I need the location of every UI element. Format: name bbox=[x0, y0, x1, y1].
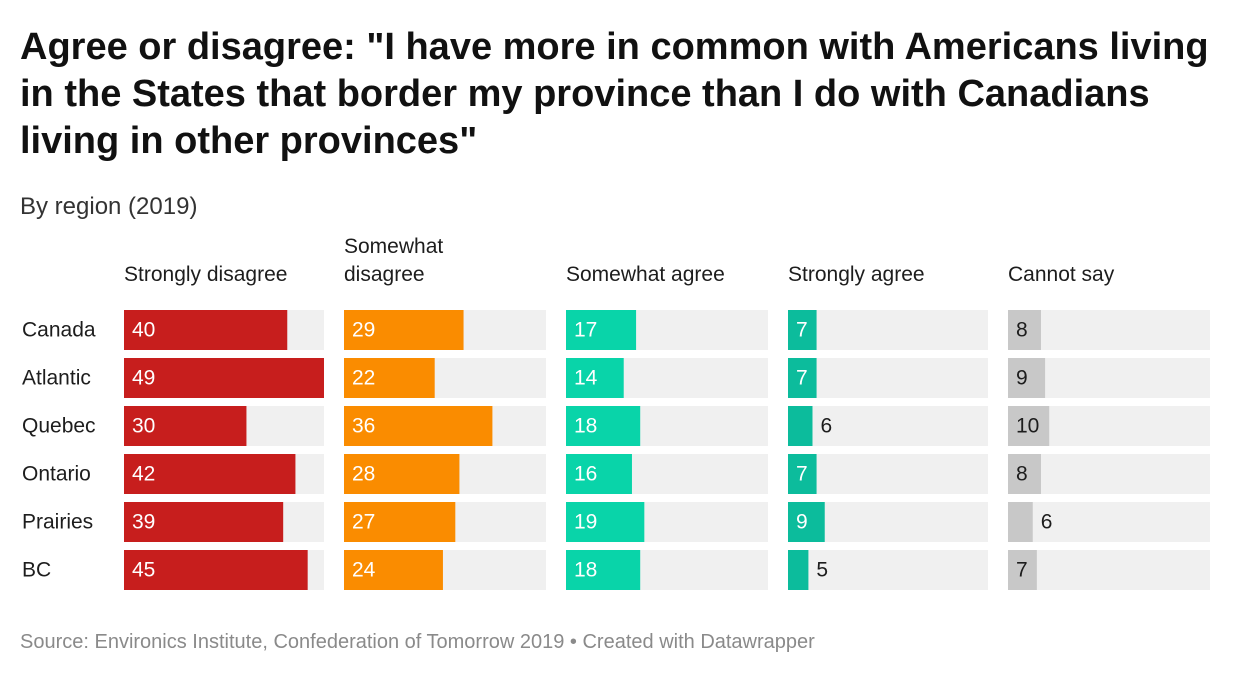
data-label-strongly-agree-atlantic: 7 bbox=[796, 367, 808, 390]
bar-somewhat-agree-bc bbox=[566, 550, 641, 590]
bar-somewhat-disagree-canada bbox=[344, 310, 464, 350]
bar-somewhat-agree-quebec bbox=[566, 406, 641, 446]
row-label-atlantic: Atlantic bbox=[22, 367, 91, 390]
data-label-strongly-agree-canada: 7 bbox=[796, 319, 808, 342]
data-label-strongly-disagree-bc: 45 bbox=[132, 559, 155, 582]
data-label-somewhat-disagree-quebec: 36 bbox=[352, 415, 375, 438]
row-label-bc: BC bbox=[22, 559, 51, 582]
data-label-cannot-say-bc: 7 bbox=[1016, 559, 1028, 582]
bar-track bbox=[788, 358, 988, 398]
bar-cannot-say-prairies bbox=[1008, 502, 1033, 542]
bar-track bbox=[1008, 502, 1210, 542]
data-label-cannot-say-quebec: 10 bbox=[1016, 415, 1039, 438]
bar-somewhat-agree-canada bbox=[566, 310, 637, 350]
bar-cannot-say-canada bbox=[1008, 310, 1041, 350]
bar-track bbox=[788, 310, 988, 350]
bar-cannot-say-bc bbox=[1008, 550, 1037, 590]
data-label-strongly-disagree-prairies: 39 bbox=[132, 511, 155, 534]
column-header-strongly-agree: Strongly agree bbox=[788, 263, 925, 286]
data-label-strongly-agree-quebec: 6 bbox=[820, 415, 832, 438]
bar-somewhat-disagree-bc bbox=[344, 550, 443, 590]
bar-strongly-agree-canada bbox=[788, 310, 817, 350]
bar-strongly-disagree-atlantic bbox=[124, 358, 324, 398]
bar-somewhat-agree-prairies bbox=[566, 502, 645, 542]
source-footer: Source: Environics Institute, Confederat… bbox=[20, 631, 815, 653]
data-label-strongly-agree-bc: 5 bbox=[816, 559, 828, 582]
data-label-somewhat-disagree-ontario: 28 bbox=[352, 463, 375, 486]
data-label-cannot-say-prairies: 6 bbox=[1041, 511, 1053, 534]
bar-strongly-disagree-ontario bbox=[124, 454, 296, 494]
bar-strongly-agree-quebec bbox=[788, 406, 813, 446]
chart-subtitle: By region (2019) bbox=[20, 193, 198, 220]
data-label-strongly-disagree-canada: 40 bbox=[132, 319, 155, 342]
bar-track bbox=[1008, 454, 1210, 494]
bar-strongly-disagree-quebec bbox=[124, 406, 247, 446]
bar-cannot-say-quebec bbox=[1008, 406, 1050, 446]
data-label-somewhat-agree-prairies: 19 bbox=[574, 511, 597, 534]
bar-strongly-disagree-canada bbox=[124, 310, 288, 350]
bar-track bbox=[1008, 550, 1210, 590]
column-header-somewhat-agree: Somewhat agree bbox=[566, 263, 725, 286]
bar-track bbox=[1008, 310, 1210, 350]
bar-somewhat-disagree-atlantic bbox=[344, 358, 435, 398]
data-label-somewhat-disagree-prairies: 27 bbox=[352, 511, 375, 534]
bar-somewhat-disagree-ontario bbox=[344, 454, 460, 494]
bar-strongly-agree-bc bbox=[788, 550, 809, 590]
data-label-cannot-say-canada: 8 bbox=[1016, 319, 1028, 342]
bar-somewhat-disagree-prairies bbox=[344, 502, 456, 542]
bar-cannot-say-ontario bbox=[1008, 454, 1041, 494]
bar-somewhat-agree-atlantic bbox=[566, 358, 624, 398]
data-label-somewhat-agree-atlantic: 14 bbox=[574, 367, 598, 390]
bar-strongly-agree-ontario bbox=[788, 454, 817, 494]
row-label-prairies: Prairies bbox=[22, 511, 93, 534]
data-label-strongly-agree-prairies: 9 bbox=[796, 511, 808, 534]
data-label-cannot-say-atlantic: 9 bbox=[1016, 367, 1028, 390]
data-label-strongly-disagree-quebec: 30 bbox=[132, 415, 155, 438]
data-label-strongly-disagree-ontario: 42 bbox=[132, 463, 155, 486]
data-label-strongly-agree-ontario: 7 bbox=[796, 463, 808, 486]
data-label-cannot-say-ontario: 8 bbox=[1016, 463, 1028, 486]
bar-somewhat-agree-ontario bbox=[566, 454, 632, 494]
data-label-somewhat-agree-ontario: 16 bbox=[574, 463, 597, 486]
row-label-canada: Canada bbox=[22, 319, 96, 342]
bar-cannot-say-atlantic bbox=[1008, 358, 1046, 398]
data-label-somewhat-disagree-canada: 29 bbox=[352, 319, 375, 342]
data-label-somewhat-disagree-bc: 24 bbox=[352, 559, 376, 582]
column-header-cannot-say: Cannot say bbox=[1008, 263, 1115, 286]
data-label-strongly-disagree-atlantic: 49 bbox=[132, 367, 155, 390]
row-label-quebec: Quebec bbox=[22, 415, 96, 438]
bar-track bbox=[788, 454, 988, 494]
bar-strongly-agree-prairies bbox=[788, 502, 825, 542]
row-label-ontario: Ontario bbox=[22, 463, 91, 486]
data-label-somewhat-disagree-atlantic: 22 bbox=[352, 367, 375, 390]
chart-title: Agree or disagree: "I have more in commo… bbox=[20, 26, 1209, 162]
bar-strongly-agree-atlantic bbox=[788, 358, 817, 398]
column-header-somewhat-disagree: Somewhat disagree bbox=[344, 235, 443, 286]
data-label-somewhat-agree-canada: 17 bbox=[574, 319, 597, 342]
column-header-strongly-disagree: Strongly disagree bbox=[124, 263, 287, 286]
bar-strongly-disagree-prairies bbox=[124, 502, 284, 542]
bar-track bbox=[788, 406, 988, 446]
bar-strongly-disagree-bc bbox=[124, 550, 308, 590]
bar-track bbox=[788, 550, 988, 590]
data-label-somewhat-agree-quebec: 18 bbox=[574, 415, 597, 438]
bar-somewhat-disagree-quebec bbox=[344, 406, 493, 446]
data-label-somewhat-agree-bc: 18 bbox=[574, 559, 597, 582]
